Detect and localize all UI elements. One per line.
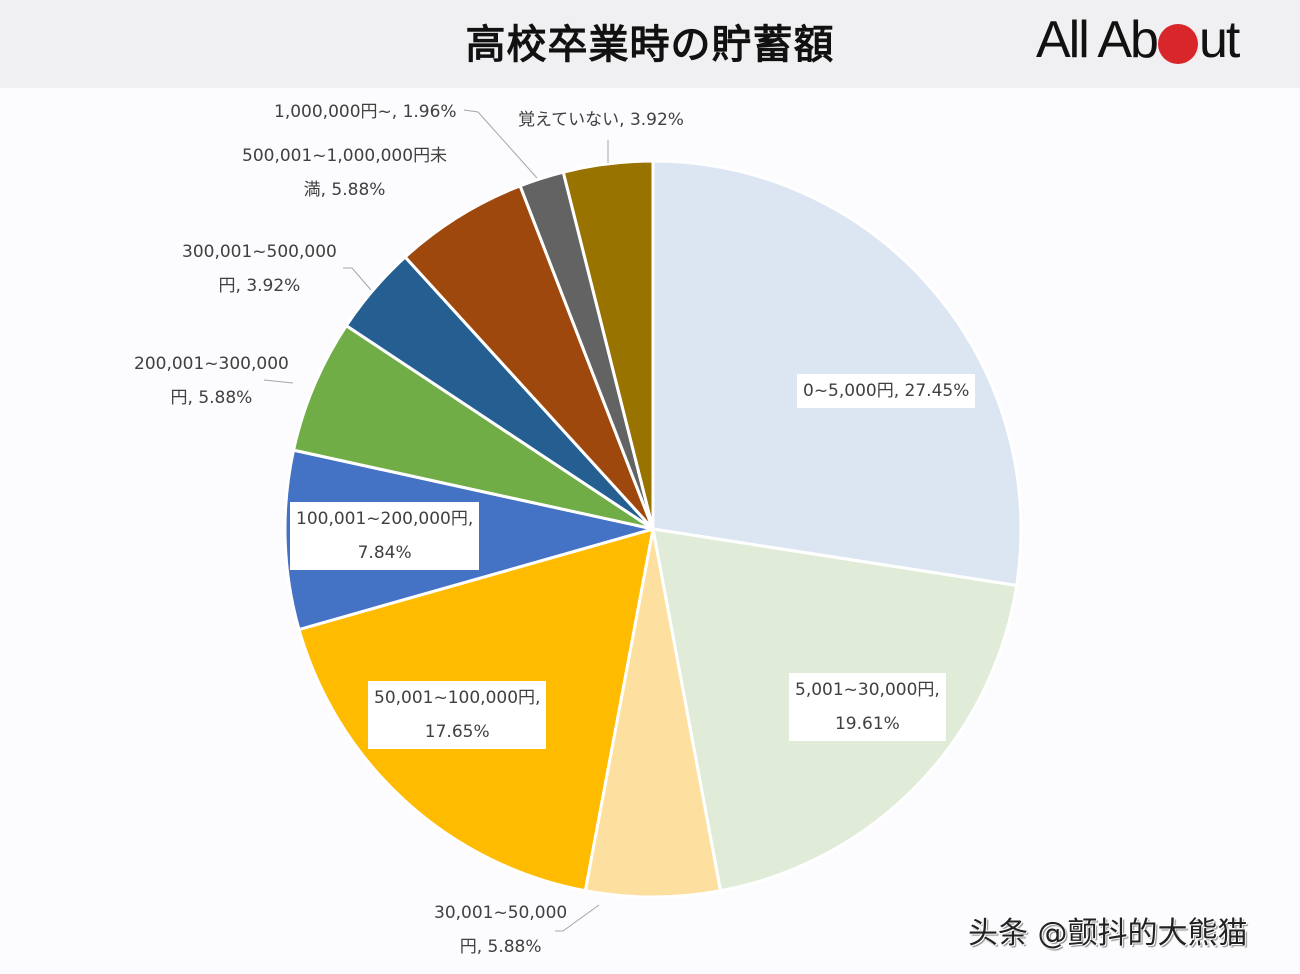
data-label-1: 5,001~30,000円, 19.61% [789, 673, 946, 741]
pie-slice-5 [292, 324, 655, 531]
data-label-line1: 100,001~200,000円, [296, 509, 474, 529]
data-label-line2: 17.65% [424, 722, 490, 742]
pie-slice-7 [403, 184, 655, 531]
data-label-line2: 満, 5.88% [303, 180, 386, 200]
data-label-line2: 円, 3.92% [218, 276, 301, 296]
allabout-logo: All Ab ut [1036, 10, 1240, 70]
leader-line-200001 [263, 379, 294, 384]
data-label-5: 200,001~300,000 円, 5.88% [134, 347, 289, 415]
data-label-2: 30,001~50,000 円, 5.88% [434, 896, 567, 964]
header-band: 高校卒業時の貯蓄額 All Ab ut [0, 0, 1300, 88]
pie-slice-0 [651, 159, 1023, 587]
logo-text-right: ut [1198, 11, 1240, 69]
data-label-line2: 19.61% [834, 714, 900, 734]
chart-title: 高校卒業時の貯蓄額 [465, 22, 835, 68]
data-label-line1: 50,001~100,000円, [374, 688, 541, 708]
pie-slice-2 [583, 527, 722, 899]
data-label-9: 覚えていない, 3.92% [518, 103, 684, 137]
data-label-line2: 7.84% [357, 543, 412, 563]
logo-text-left: All Ab [1036, 11, 1159, 69]
leader-line-1000000 [463, 109, 538, 179]
leader-line-300001 [343, 267, 372, 291]
data-label-line1: 1,000,000円~, 1.96% [274, 102, 457, 122]
data-label-line1: 30,001~50,000 [434, 903, 568, 923]
logo-dot-icon [1157, 24, 1198, 64]
data-label-6: 300,001~500,000 円, 3.92% [182, 235, 337, 303]
data-label-line2: 円, 5.88% [170, 388, 253, 408]
data-label-line1: 覚えていない, 3.92% [518, 110, 684, 130]
data-label-3: 50,001~100,000円, 17.65% [368, 681, 547, 749]
data-label-line1: 200,001~300,000 [134, 354, 289, 374]
data-label-8: 1,000,000円~, 1.96% [274, 95, 457, 129]
data-label-line1: 5,001~30,000円, [795, 680, 940, 700]
leader-line-30001 [555, 904, 600, 932]
leader-lines [263, 109, 609, 932]
watermark: 头条 @颤抖的大熊猫 [968, 916, 1248, 951]
data-label-7: 500,001~1,000,000円未 満, 5.88% [242, 139, 447, 207]
data-label-line1: 0~5,000円, 27.45% [803, 381, 970, 401]
data-label-4: 100,001~200,000円, 7.84% [290, 502, 480, 570]
pie-slice-9 [561, 159, 655, 531]
data-label-line2: 円, 5.88% [459, 937, 542, 957]
data-label-0: 0~5,000円, 27.45% [797, 374, 976, 408]
data-label-line1: 500,001~1,000,000円未 [242, 146, 448, 166]
data-label-line1: 300,001~500,000 [182, 242, 337, 262]
